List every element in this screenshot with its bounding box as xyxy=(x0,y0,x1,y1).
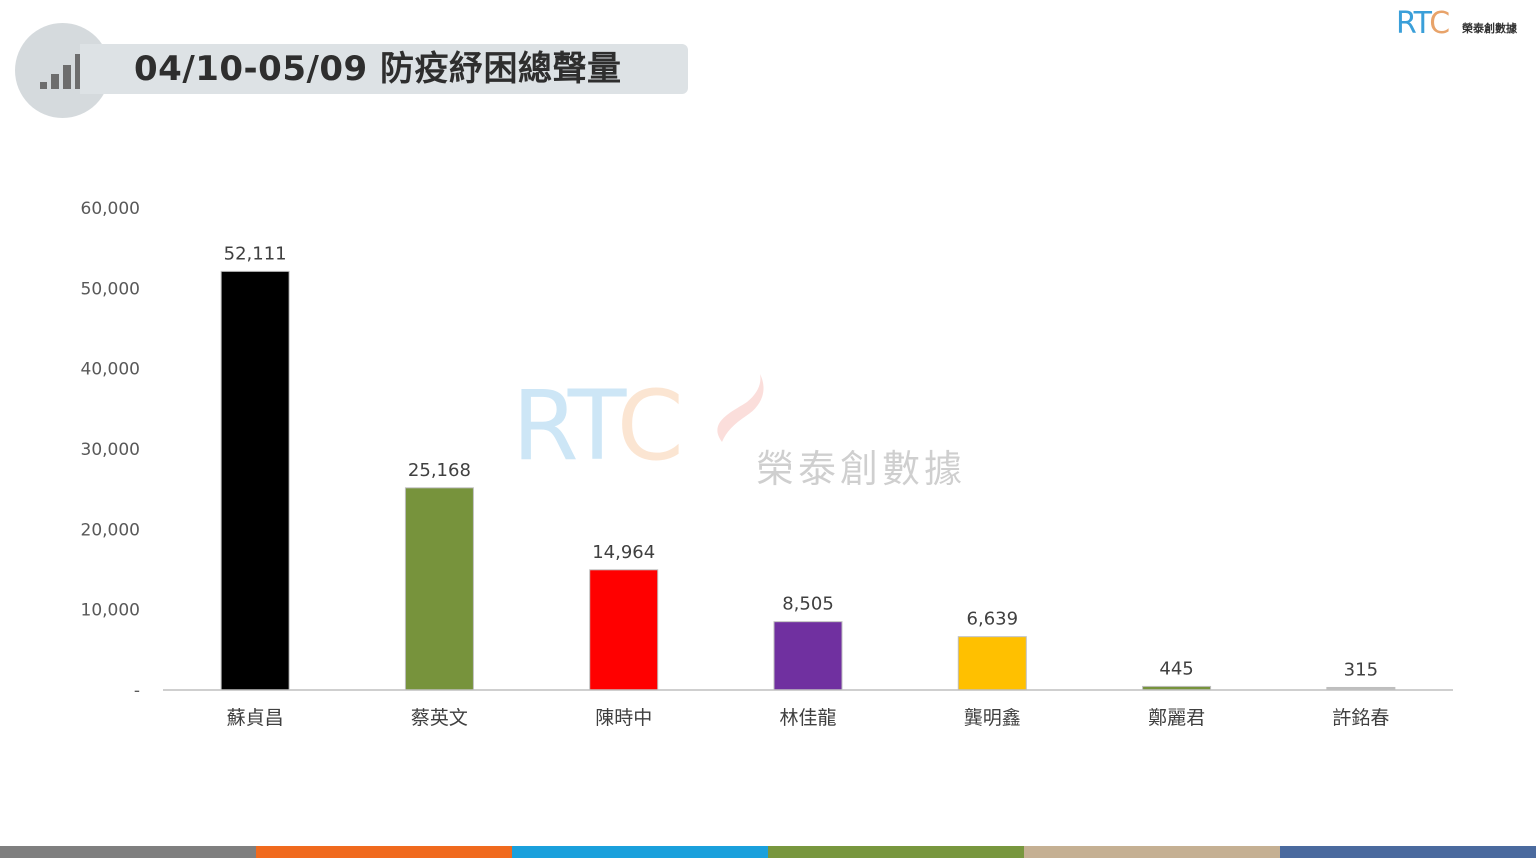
x-tick-label: 蔡英文 xyxy=(411,707,468,729)
y-tick-label: - xyxy=(134,681,140,701)
title-bar xyxy=(80,44,688,94)
footer-segment xyxy=(256,846,512,858)
bar xyxy=(773,621,843,691)
y-tick-label: 10,000 xyxy=(81,601,140,621)
data-label: 315 xyxy=(1344,659,1378,680)
y-tick-label: 50,000 xyxy=(81,279,140,299)
footer-segment xyxy=(768,846,1024,858)
y-tick-label: 40,000 xyxy=(81,360,140,380)
data-label: 445 xyxy=(1159,658,1193,679)
data-label: 8,505 xyxy=(782,594,834,615)
x-tick-label: 陳時中 xyxy=(595,707,652,729)
data-label: 25,168 xyxy=(408,460,471,481)
logo-mark: RTC xyxy=(1396,6,1450,41)
bar xyxy=(404,487,474,691)
logo-c-text: C xyxy=(1429,6,1450,41)
logo-rt-text: RT xyxy=(1396,6,1430,41)
data-label: 52,111 xyxy=(224,243,287,264)
page-title: 04/10-05/09 防疫紓困總聲量 xyxy=(134,49,622,89)
footer-segment xyxy=(0,846,256,858)
footer-segment xyxy=(1280,846,1536,858)
signal-bars-icon xyxy=(40,54,84,89)
x-tick-label: 蘇貞昌 xyxy=(227,707,284,729)
brand-logo: RTC 榮泰創數據 xyxy=(1394,4,1530,41)
y-tick-label: 30,000 xyxy=(81,440,140,460)
bar xyxy=(957,636,1027,691)
footer-color-strip xyxy=(0,846,1536,858)
y-tick-label: 60,000 xyxy=(81,199,140,219)
bar xyxy=(589,569,659,691)
x-tick-label: 許銘春 xyxy=(1332,707,1389,729)
logo-name: 榮泰創數據 xyxy=(1462,22,1517,35)
data-label: 6,639 xyxy=(967,609,1019,630)
x-tick-label: 鄭麗君 xyxy=(1148,707,1205,729)
x-tick-label: 林佳龍 xyxy=(779,707,836,729)
data-label: 14,964 xyxy=(592,542,655,563)
x-tick-label: 龔明鑫 xyxy=(964,706,1021,729)
y-tick-label: 20,000 xyxy=(81,520,140,540)
footer-segment xyxy=(1024,846,1280,858)
bar xyxy=(220,270,290,691)
footer-segment xyxy=(512,846,768,858)
